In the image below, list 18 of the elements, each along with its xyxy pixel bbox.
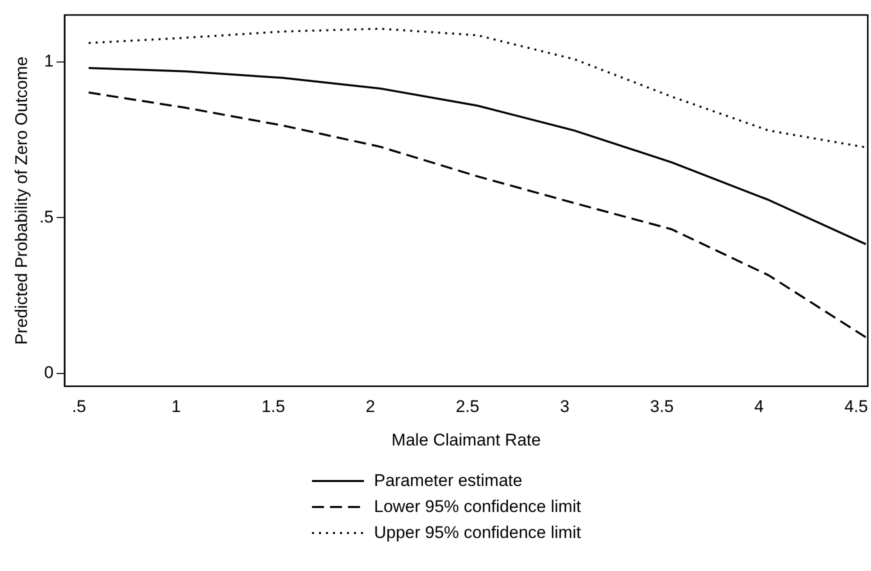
x-tick-label: 2.5 — [456, 397, 480, 416]
legend-label: Parameter estimate — [374, 471, 522, 491]
x-tick-label: 4 — [754, 397, 764, 416]
legend-label: Upper 95% confidence limit — [374, 523, 581, 543]
x-tick-label: .5 — [72, 397, 86, 416]
x-tick-label: 1 — [171, 397, 181, 416]
y-axis-title: Predicted Probability of Zero Outcome — [12, 56, 31, 345]
y-tick-label: .5 — [39, 207, 54, 226]
y-tick-label: 0 — [44, 363, 54, 382]
x-tick-label: 1.5 — [261, 397, 286, 416]
legend-label: Lower 95% confidence limit — [374, 497, 581, 517]
x-tick-label: 2 — [366, 397, 376, 416]
x-axis-title: Male Claimant Rate — [392, 430, 541, 450]
y-tick-label: 1 — [44, 52, 54, 71]
x-tick-label: 3.5 — [650, 397, 674, 416]
x-tick-label: 3 — [560, 397, 570, 416]
x-tick-label: 4.5 — [844, 397, 868, 416]
line-series — [88, 28, 867, 148]
